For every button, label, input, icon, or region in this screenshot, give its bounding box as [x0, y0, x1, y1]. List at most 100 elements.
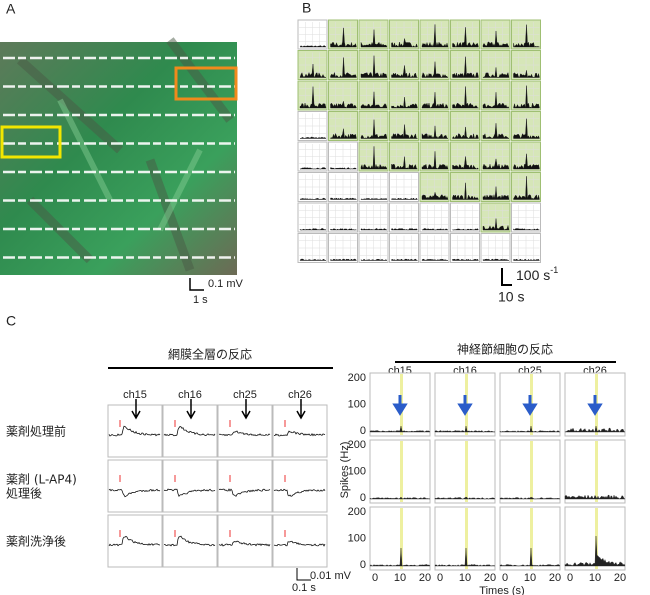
scale-label: 0.1 s	[292, 582, 316, 594]
x-tick-label: 10	[524, 572, 536, 584]
spike-trace	[421, 191, 449, 200]
spike-trace	[513, 176, 540, 200]
highlight-box	[0, 125, 62, 159]
voltage-trace	[218, 488, 271, 497]
spike-trace	[330, 167, 358, 170]
spike-trace	[360, 197, 388, 200]
spike-trace	[421, 228, 449, 231]
spike-trace	[360, 91, 388, 109]
spike-trace	[452, 27, 479, 48]
spike-trace	[421, 24, 449, 48]
spike-histogram	[369, 547, 431, 567]
scale-label: 10 s	[498, 289, 524, 305]
spike-trace	[299, 197, 327, 200]
y-tick-label: 100	[348, 398, 366, 410]
trace-box	[162, 459, 218, 513]
channel-label: ch26	[288, 389, 312, 401]
stimulus-band	[530, 508, 533, 569]
y-axis-label: Spikes (Hz)	[339, 442, 351, 499]
spike-trace	[482, 186, 510, 200]
spike-trace	[452, 228, 479, 231]
channel-label: ch16	[178, 389, 202, 401]
spike-trace	[421, 92, 449, 109]
x-tick-label: 20	[419, 572, 431, 584]
stimulus-band	[465, 508, 468, 569]
spike-histogram	[369, 496, 431, 500]
spike-trace	[330, 27, 357, 48]
spike-trace	[391, 97, 418, 109]
spike-histogram	[434, 496, 496, 500]
spike-trace	[330, 258, 357, 261]
spike-trace	[299, 86, 327, 109]
spike-histogram	[499, 496, 561, 500]
spike-trace	[391, 258, 419, 261]
channel-label: ch15	[123, 389, 147, 401]
panel-label: B	[302, 0, 311, 16]
section-title: 神経節細胞の反応	[457, 342, 553, 357]
condition-label: 薬剤処理前	[6, 424, 66, 439]
spike-trace	[360, 228, 388, 231]
x-tick-label: 20	[484, 572, 496, 584]
spike-trace	[482, 30, 510, 48]
y-tick-label: 200	[348, 372, 366, 384]
spike-trace	[513, 153, 540, 170]
scale-bar	[296, 568, 311, 581]
x-tick-label: 10	[589, 572, 601, 584]
spike-trace	[299, 63, 327, 78]
spike-trace	[421, 61, 449, 79]
spike-histogram	[564, 494, 626, 500]
spike-trace	[391, 197, 418, 200]
x-tick-label: 0	[567, 572, 573, 584]
response-arrow	[131, 399, 141, 420]
spike-histogram	[499, 547, 561, 567]
trace-box	[107, 514, 163, 568]
spike-trace	[513, 24, 540, 48]
stimulus-band	[595, 441, 598, 502]
x-tick-label: 20	[614, 572, 626, 584]
trace-box	[107, 404, 163, 458]
spike-trace	[482, 67, 510, 78]
scale-label: 0.1 mV	[208, 278, 244, 290]
voltage-trace	[163, 535, 216, 547]
spike-histogram	[369, 425, 431, 433]
voltage-trace	[163, 488, 216, 497]
channel-label: ch25	[233, 389, 257, 401]
y-tick-label: 0	[360, 425, 366, 437]
spike-trace	[452, 258, 479, 261]
trace-box	[272, 404, 328, 458]
spike-trace	[482, 123, 510, 139]
spike-trace	[360, 29, 388, 48]
trace-box	[272, 514, 328, 568]
spike-trace	[421, 151, 449, 170]
spike-trace	[482, 92, 510, 109]
scale-label: 1 s	[193, 294, 208, 306]
y-tick-label: 100	[348, 532, 366, 544]
y-tick-label: 100	[348, 465, 366, 477]
stimulus-band	[465, 441, 468, 502]
spike-trace	[482, 258, 510, 261]
stimulus-band	[400, 508, 403, 569]
spike-histogram	[434, 425, 496, 433]
scale-exponent: -1	[550, 265, 558, 275]
x-tick-label: 0	[372, 572, 378, 584]
spike-histogram	[564, 535, 626, 567]
voltage-trace	[163, 425, 216, 437]
x-tick-label: 10	[459, 572, 471, 584]
spike-trace	[391, 65, 419, 78]
trace-box	[217, 459, 273, 513]
spike-trace	[513, 118, 540, 140]
spike-histogram	[564, 425, 626, 433]
stimulus-band	[530, 441, 533, 502]
spike-trace	[330, 128, 357, 139]
response-arrow	[296, 399, 306, 420]
spike-trace	[360, 119, 388, 139]
spike-trace	[513, 85, 540, 109]
spike-trace	[452, 56, 479, 78]
stimulus-band	[400, 441, 403, 502]
spike-trace	[360, 258, 388, 261]
condition-label: 処理後	[6, 487, 42, 501]
spike-trace	[391, 124, 418, 139]
spike-trace	[391, 156, 419, 170]
